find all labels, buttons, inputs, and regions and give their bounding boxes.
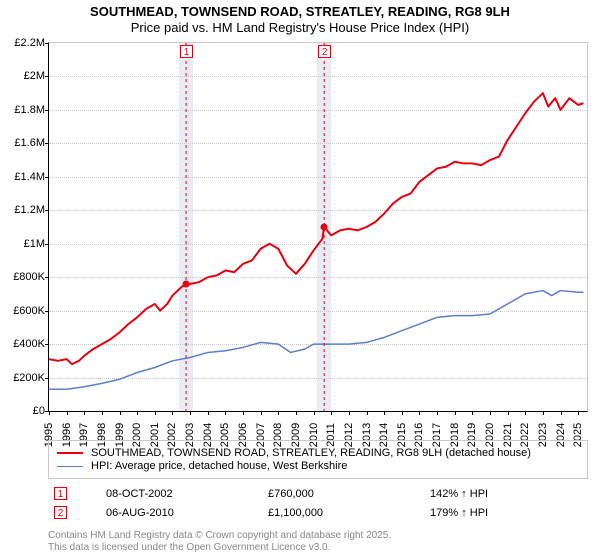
x-tick: [225, 411, 226, 415]
x-tick: [384, 411, 385, 415]
title-line-1: SOUTHMEAD, TOWNSEND ROAD, STREATLEY, REA…: [0, 4, 600, 19]
legend-box: SOUTHMEAD, TOWNSEND ROAD, STREATLEY, REA…: [48, 440, 588, 479]
x-tick: [172, 411, 173, 415]
x-tick: [437, 411, 438, 415]
x-tick: [243, 411, 244, 415]
x-tick: [120, 411, 121, 415]
y-axis-label: £200K: [13, 372, 45, 384]
transaction-marker: 1: [54, 487, 67, 500]
x-tick: [314, 411, 315, 415]
x-tick: [208, 411, 209, 415]
footer-attribution: Contains HM Land Registry data © Crown c…: [48, 530, 391, 554]
legend-swatch-hpi: [57, 466, 83, 467]
y-axis-label: £0: [33, 405, 45, 417]
legend-label-property: SOUTHMEAD, TOWNSEND ROAD, STREATLEY, REA…: [91, 447, 531, 459]
footer-line-1: Contains HM Land Registry data © Crown c…: [48, 530, 391, 542]
x-tick: [525, 411, 526, 415]
y-axis-label: £600K: [13, 305, 45, 317]
legend-label-hpi: HPI: Average price, detached house, West…: [91, 460, 347, 472]
x-tick: [102, 411, 103, 415]
y-axis-label: £1.8M: [14, 104, 45, 116]
y-tick: [45, 110, 49, 111]
transaction-hpi: 179% ↑ HPI: [424, 503, 588, 522]
y-tick: [45, 210, 49, 211]
x-tick: [543, 411, 544, 415]
sale-dot: [183, 280, 190, 287]
y-tick: [45, 378, 49, 379]
x-tick: [49, 411, 50, 415]
chart-title: SOUTHMEAD, TOWNSEND ROAD, STREATLEY, REA…: [0, 0, 600, 35]
x-tick: [490, 411, 491, 415]
title-line-2: Price paid vs. HM Land Registry's House …: [0, 20, 600, 35]
y-axis-label: £1M: [24, 238, 45, 250]
y-axis-label: £800K: [13, 271, 45, 283]
transactions-table: 1 08-OCT-2002£760,000142% ↑ HPI 2 06-AUG-20…: [48, 484, 588, 522]
x-tick: [261, 411, 262, 415]
transaction-row: 1 08-OCT-2002£760,000142% ↑ HPI: [48, 484, 588, 503]
x-tick: [419, 411, 420, 415]
x-tick: [508, 411, 509, 415]
legend-row-hpi: HPI: Average price, detached house, West…: [57, 460, 579, 472]
y-tick: [45, 76, 49, 77]
marker-box: 2: [318, 45, 331, 58]
transaction-row: 2 06-AUG-2010£1,100,000179% ↑ HPI: [48, 503, 588, 522]
x-tick: [455, 411, 456, 415]
chart-plot-area: £0£200K£400K£600K£800K£1M£1.2M£1.4M£1.6M…: [48, 42, 588, 412]
x-tick: [578, 411, 579, 415]
x-tick: [296, 411, 297, 415]
transaction-price: £760,000: [262, 484, 424, 503]
x-tick: [84, 411, 85, 415]
y-axis-label: £2M: [24, 70, 45, 82]
y-axis-label: £1.6M: [14, 137, 45, 149]
y-tick: [45, 311, 49, 312]
y-tick: [45, 244, 49, 245]
x-tick: [137, 411, 138, 415]
y-axis-label: £2.2M: [14, 37, 45, 49]
y-tick: [45, 277, 49, 278]
x-tick: [67, 411, 68, 415]
transaction-price: £1,100,000: [262, 503, 424, 522]
transaction-hpi: 142% ↑ HPI: [424, 484, 588, 503]
x-tick: [402, 411, 403, 415]
y-tick: [45, 177, 49, 178]
y-axis-label: £1.2M: [14, 204, 45, 216]
series-line-property: [49, 93, 583, 364]
footer-line-2: This data is licensed under the Open Gov…: [48, 542, 391, 554]
transaction-date: 08-OCT-2002: [100, 484, 262, 503]
x-tick: [190, 411, 191, 415]
x-tick: [155, 411, 156, 415]
y-axis-label: £1.4M: [14, 171, 45, 183]
sale-dot: [321, 224, 328, 231]
legend-swatch-property: [57, 452, 83, 454]
series-line-hpi: [49, 291, 583, 390]
y-tick: [45, 143, 49, 144]
x-tick: [349, 411, 350, 415]
x-tick: [472, 411, 473, 415]
x-tick: [331, 411, 332, 415]
marker-box: 1: [180, 45, 193, 58]
x-tick: [367, 411, 368, 415]
x-tick: [561, 411, 562, 415]
x-tick: [278, 411, 279, 415]
legend-row-property: SOUTHMEAD, TOWNSEND ROAD, STREATLEY, REA…: [57, 447, 579, 459]
y-tick: [45, 344, 49, 345]
y-axis-label: £400K: [13, 338, 45, 350]
transaction-date: 06-AUG-2010: [100, 503, 262, 522]
y-tick: [45, 43, 49, 44]
transaction-marker: 2: [54, 506, 67, 519]
chart-lines-svg: [49, 43, 587, 411]
